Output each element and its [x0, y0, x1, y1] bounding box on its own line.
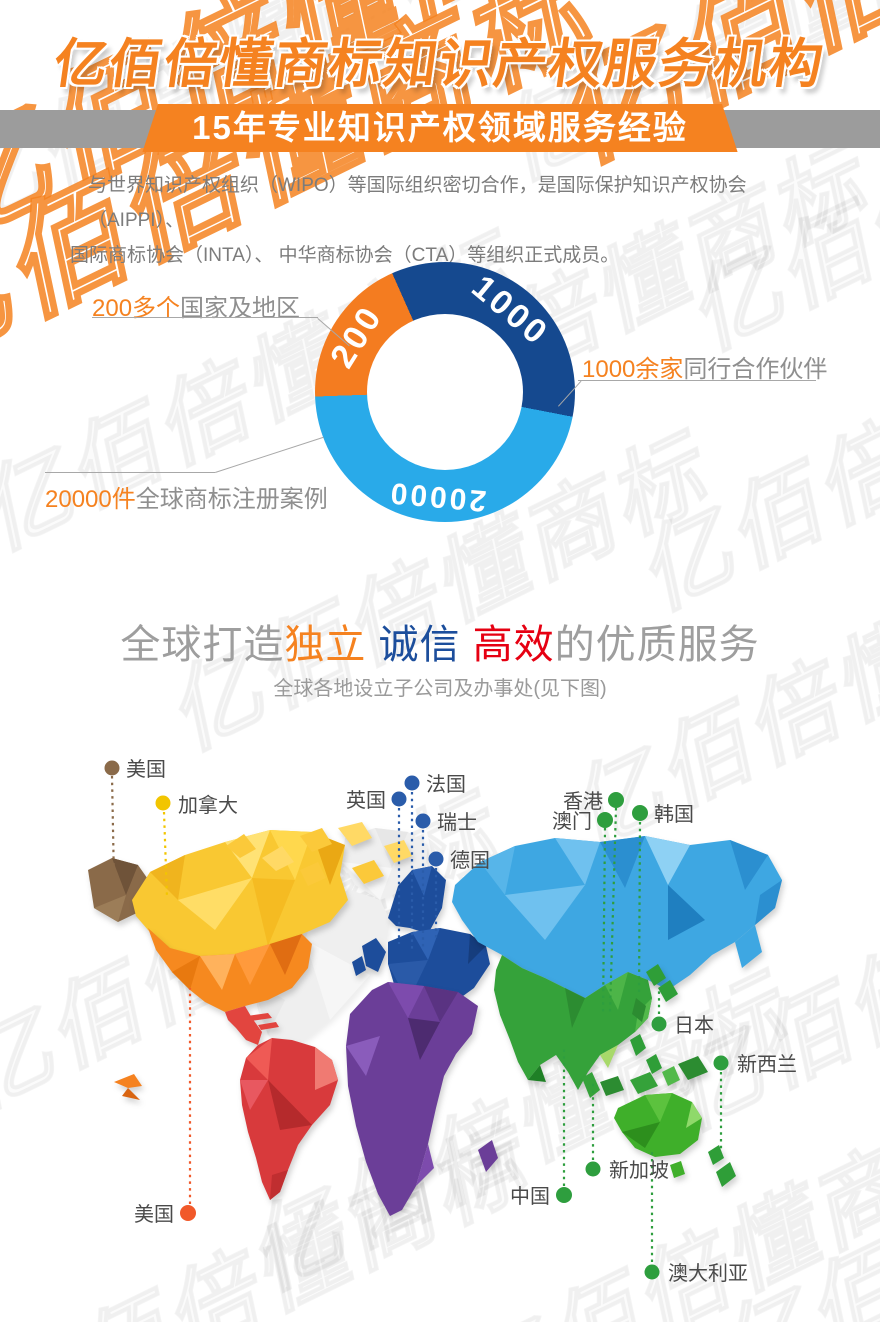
label-korea: 韩国 — [654, 803, 694, 826]
callout-cases: 20000件全球商标注册案例 — [45, 479, 328, 514]
callout-cases-number: 20000件 — [45, 486, 136, 513]
southeast-asia-islands — [582, 1034, 708, 1098]
callout-cases-line — [45, 472, 215, 473]
callout-countries-line — [92, 317, 318, 318]
location-dots — [104, 760, 729, 1280]
callout-partners-number: 1000余家 — [582, 356, 684, 383]
dot-japan — [651, 1016, 667, 1032]
leader-hongkong — [608, 807, 618, 1013]
services-title-part: 独立 — [284, 623, 367, 667]
services-subtitle: 全球各地设立子公司及办事处(见下图) — [273, 678, 607, 700]
asia-landmass — [452, 836, 782, 998]
watermark-text: 亿佰倍懂商标 — [620, 279, 880, 630]
services-title-part: 的优质服务 — [554, 623, 760, 667]
label-switzerland: 瑞士 — [437, 811, 477, 834]
label-singapore: 新加坡 — [609, 1159, 669, 1182]
label-japan: 日本 — [674, 1014, 714, 1037]
callout-partners: 1000余家同行合作伙伴 — [582, 349, 827, 384]
label-new-zealand: 新西兰 — [737, 1053, 797, 1076]
china-south-asia-landmass — [494, 955, 652, 1090]
services-title-part: 全球打造 — [120, 623, 285, 667]
callout-partners-text: 同行合作伙伴 — [683, 356, 828, 383]
leader-canada — [162, 811, 169, 899]
japan-islands — [646, 964, 678, 1002]
label-hongkong: 香港 — [563, 790, 603, 813]
dot-korea — [632, 805, 648, 821]
label-germany: 德国 — [450, 849, 490, 872]
label-china: 中国 — [510, 1185, 550, 1208]
africa-landmass — [346, 982, 498, 1216]
dot-hongkong — [608, 792, 624, 808]
label-macau: 澳门 — [552, 810, 592, 833]
dot-usa-south — [180, 1205, 196, 1221]
callout-cases-text: 全球商标注册案例 — [135, 486, 328, 513]
australia-landmass — [614, 1093, 702, 1178]
leader-usa-north — [110, 775, 116, 883]
services-title: 全球打造独立 诚信 高效的优质服务 — [0, 612, 880, 670]
south-america-landmass — [240, 1038, 338, 1200]
services-title-part: 诚信 — [366, 623, 461, 667]
dot-china — [556, 1187, 572, 1203]
dot-france — [404, 775, 420, 791]
dot-singapore — [585, 1161, 601, 1177]
canada-landmass — [132, 822, 412, 958]
location-leader-lines — [110, 775, 723, 1262]
callout-cases-leader — [215, 436, 324, 473]
intro-paragraph: 与世界知识产权组织（WIPO）等国际组织密切合作，是国际保护知识产权协会（AIP… — [70, 168, 806, 273]
dot-macau — [597, 812, 613, 828]
leader-macau — [601, 827, 607, 1015]
dot-germany — [428, 851, 444, 867]
dot-australia — [644, 1264, 660, 1280]
leader-korea — [637, 821, 642, 997]
label-canada: 加拿大 — [178, 793, 238, 817]
label-usa-north: 美国 — [126, 758, 166, 781]
dot-switzerland — [415, 813, 431, 829]
dot-canada — [155, 795, 171, 811]
label-france: 法国 — [426, 773, 466, 796]
intro-line-2: 国际商标协会（INTA）、 中华商标协会（CTA）等组织正式成员。 — [70, 245, 620, 266]
label-australia: 澳大利亚 — [668, 1262, 748, 1285]
donut-hole — [367, 314, 523, 470]
label-uk: 英国 — [346, 789, 386, 812]
page-title: 亿佰倍懂商标知识产权服务机构 — [50, 35, 829, 94]
label-usa-south: 美国 — [134, 1203, 174, 1226]
usa-landmass — [114, 928, 312, 1100]
intro-line-1: 与世界知识产权组织（WIPO）等国际组织密切合作，是国际保护知识产权协会（AIP… — [88, 175, 747, 231]
dot-new-zealand — [713, 1055, 729, 1071]
world-map: 美国 加拿大 英国 法国 瑞士 德国 香港 澳门 韩国 日本 新西兰 新加坡 中… — [88, 758, 797, 1285]
callout-partners-line — [578, 380, 816, 381]
location-labels: 美国 加拿大 英国 法国 瑞士 德国 香港 澳门 韩国 日本 新西兰 新加坡 中… — [126, 758, 797, 1285]
experience-banner: 15年专业知识产权领域服务经验 — [142, 104, 738, 152]
services-title-part: 高效 — [460, 623, 555, 667]
donut-ring — [315, 262, 575, 522]
new-zealand-islands — [708, 1145, 736, 1187]
dot-uk — [391, 791, 407, 807]
dot-usa-north — [104, 760, 120, 776]
